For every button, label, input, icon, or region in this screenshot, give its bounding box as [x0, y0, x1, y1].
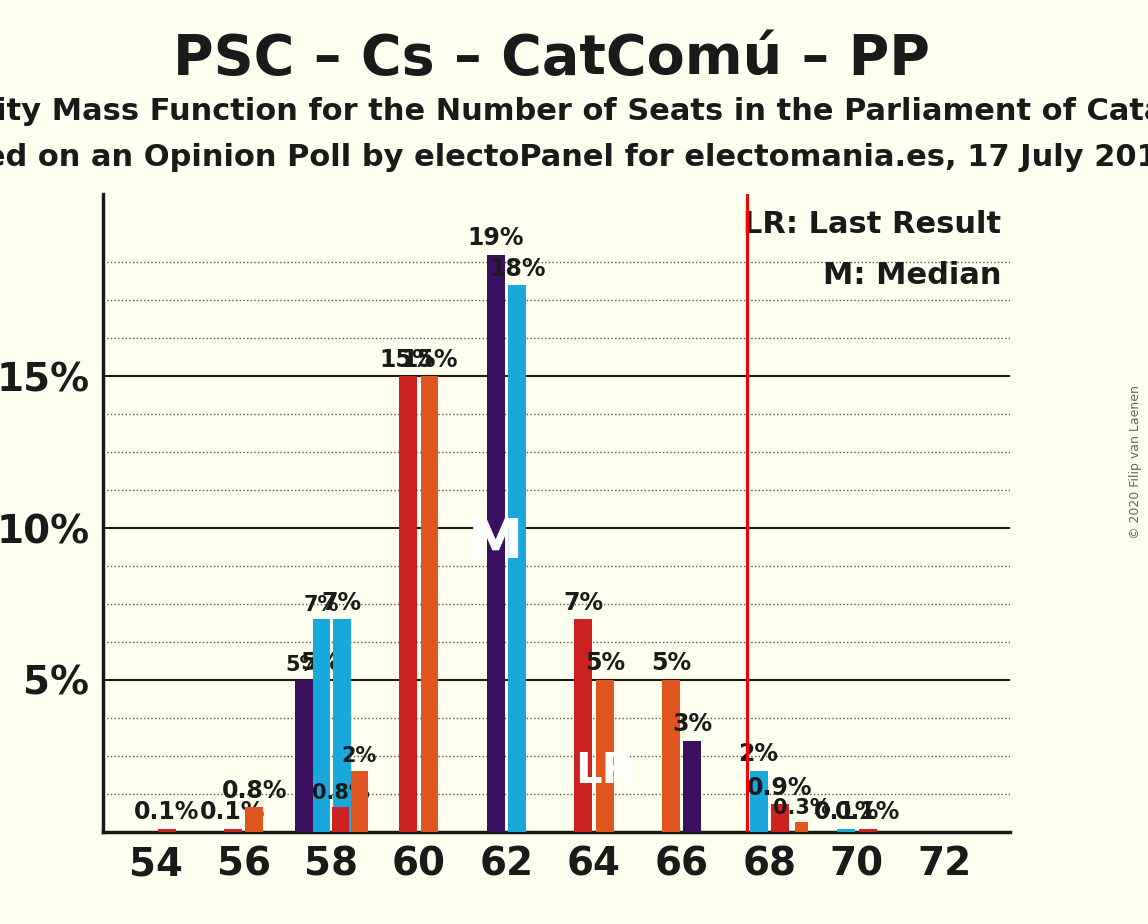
Text: 18%: 18% — [489, 257, 545, 281]
Bar — [750, 771, 768, 832]
Bar — [246, 808, 263, 832]
Bar — [224, 829, 242, 832]
Bar — [295, 680, 311, 832]
Text: Based on an Opinion Poll by electoPanel for electomania.es, 17 July 2019: Based on an Opinion Poll by electoPanel … — [0, 143, 1148, 172]
Bar — [420, 376, 439, 832]
Bar — [400, 376, 417, 832]
Text: 7%: 7% — [321, 590, 362, 614]
Text: 0.8%: 0.8% — [311, 783, 370, 803]
Bar — [311, 680, 329, 832]
Text: M: Median: M: Median — [823, 261, 1001, 290]
Text: 5%: 5% — [584, 651, 625, 675]
Text: 5%: 5% — [286, 655, 320, 675]
Bar — [333, 619, 351, 832]
Bar — [683, 740, 701, 832]
Text: 2%: 2% — [738, 742, 778, 766]
Text: 2%: 2% — [342, 747, 377, 766]
Text: 19%: 19% — [467, 226, 523, 250]
Bar — [837, 829, 855, 832]
Bar — [859, 829, 877, 832]
Bar — [487, 255, 505, 832]
Text: 0.1%: 0.1% — [134, 800, 200, 824]
Bar — [509, 286, 526, 832]
Text: 0.8%: 0.8% — [222, 779, 287, 803]
Text: 0.1%: 0.1% — [200, 800, 265, 824]
Bar — [157, 829, 176, 832]
Text: 0.1%: 0.1% — [835, 800, 900, 824]
Bar — [662, 680, 680, 832]
Text: 15%: 15% — [380, 347, 436, 371]
Text: LR: LR — [575, 750, 634, 792]
Text: 3%: 3% — [673, 712, 713, 736]
Text: M: M — [468, 517, 523, 570]
Bar — [574, 619, 592, 832]
Text: 5%: 5% — [301, 651, 341, 675]
Text: © 2020 Filip van Laenen: © 2020 Filip van Laenen — [1130, 385, 1142, 539]
Text: 7%: 7% — [564, 590, 604, 614]
Bar — [596, 680, 614, 832]
Text: Probability Mass Function for the Number of Seats in the Parliament of Catalonia: Probability Mass Function for the Number… — [0, 97, 1148, 126]
Bar — [771, 804, 789, 832]
Text: LR: Last Result: LR: Last Result — [743, 210, 1001, 239]
Bar — [796, 822, 808, 832]
Bar — [313, 619, 331, 832]
Text: 5%: 5% — [651, 651, 691, 675]
Text: 7%: 7% — [304, 594, 340, 614]
Text: 0.3%: 0.3% — [773, 798, 830, 818]
Text: 15%: 15% — [402, 347, 458, 371]
Bar — [351, 771, 367, 832]
Text: PSC – Cs – CatComú – PP: PSC – Cs – CatComú – PP — [172, 32, 930, 86]
Bar — [332, 808, 349, 832]
Text: 0.9%: 0.9% — [747, 776, 813, 800]
Text: 0.1%: 0.1% — [814, 800, 879, 824]
